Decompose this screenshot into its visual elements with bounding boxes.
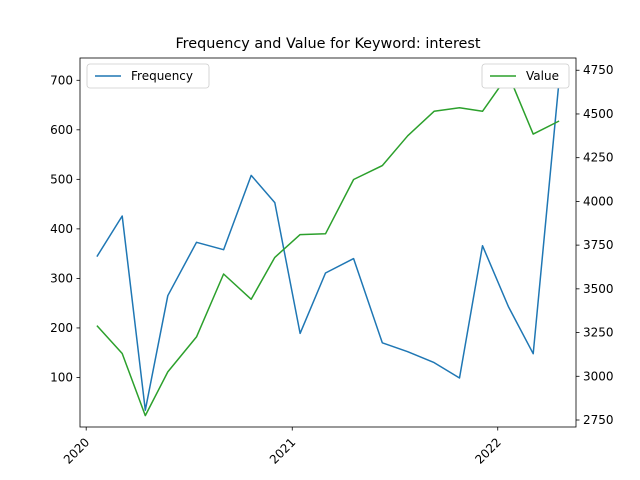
y-right-tick-label: 2750 (583, 413, 614, 427)
legend-box (481, 63, 570, 89)
y-left-tick-label: 300 (50, 271, 73, 285)
plot-area: 100 200 300 400 500 600 700 2750 3000 3250 3500 375… (50, 57, 614, 467)
y-right-tick-label: 4500 (583, 107, 614, 121)
y-right-tick-label: 3000 (583, 369, 614, 383)
legend-box (86, 63, 210, 89)
y-right-tick-label: 4000 (583, 194, 614, 208)
plot-frame (79, 57, 577, 428)
y-left-tick-label: 400 (50, 222, 73, 236)
legend-label: Value (526, 69, 559, 83)
series-line-value (96, 73, 560, 417)
y-right-tick-label: 4750 (583, 63, 614, 77)
legend-label: Frequency (131, 69, 193, 83)
x-tick-label: 2022 (472, 435, 503, 466)
x-tick-label: 2020 (61, 435, 92, 466)
y-left-tick-label: 200 (50, 321, 73, 335)
y-right-tick-label: 3500 (583, 282, 614, 296)
y-right-tick-label: 4250 (583, 151, 614, 165)
series-line-frequency (96, 80, 560, 411)
y-left-tick-label: 600 (50, 123, 73, 137)
y-left-tick-label: 500 (50, 172, 73, 186)
y-left-tick-label: 700 (50, 73, 73, 87)
y-right-tick-label: 3750 (583, 238, 614, 252)
legend-frequency: Frequency (86, 63, 210, 89)
chart-title: Frequency and Value for Keyword: interes… (175, 36, 480, 52)
legend-value: Value (481, 63, 570, 89)
y-right-tick-label: 3250 (583, 326, 614, 340)
x-tick-label: 2021 (267, 435, 298, 466)
y-left-tick-label: 100 (50, 370, 73, 384)
